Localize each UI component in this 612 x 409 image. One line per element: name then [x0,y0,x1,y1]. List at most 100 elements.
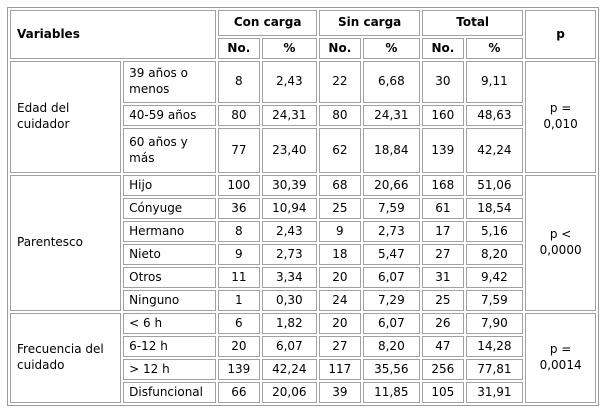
value-cell: 7,59 [362,198,421,219]
value-cell: 80 [218,105,260,126]
con-carga-header: Con carga [218,10,318,36]
table-row: Ninguno 1 0,30 24 7,29 25 7,59 [10,290,596,311]
value-cell: 9 [218,244,260,265]
value-cell: 24,31 [261,105,318,126]
header-row-1: Variables Con carga Sin carga Total p [10,10,596,59]
value-cell: 31,91 [465,382,524,403]
table-row: Parentesco Hijo 100 30,39 68 20,66 168 5… [10,175,596,311]
value-cell: 139 [422,128,464,173]
category-cell: Hermano [123,221,217,242]
category-cell: 40-59 años [123,105,217,126]
value-cell: 6,68 [362,61,421,103]
table-row: 6-12 h 20 6,07 27 8,20 47 14,28 [10,336,596,357]
sin-carga-header: Sin carga [319,10,421,36]
value-cell: 77 [218,128,260,173]
total-header: Total [422,10,524,36]
value-cell: 24,31 [362,105,421,126]
value-cell: 7,59 [465,290,524,311]
value-cell: 8 [218,221,260,242]
value-cell: 8 [218,61,260,103]
value-cell: 7,29 [362,290,421,311]
table-row: Hermano 8 2,43 9 2,73 17 5,16 [10,221,596,242]
value-cell: 22 [319,61,361,103]
p-value-cell: p = 0,0014 [525,313,596,403]
no-subheader: No. [422,38,464,59]
value-cell: 8,20 [362,336,421,357]
value-cell: 139 [218,359,260,380]
value-cell: 25 [319,198,361,219]
no-subheader: No. [218,38,260,59]
value-cell: 9 [319,221,361,242]
value-cell: 18,54 [465,198,524,219]
value-cell: 117 [319,359,361,380]
value-cell: 20 [218,336,260,357]
value-cell: 26 [422,313,464,334]
value-cell: 1,82 [261,313,318,334]
p-value-cell: p = 0,010 [525,61,596,173]
value-cell: 2,73 [261,244,318,265]
category-cell: 39 años o menos [123,61,217,103]
statistics-table: Variables Con carga Sin carga Total p No… [7,7,599,406]
value-cell: 61 [422,198,464,219]
value-cell: 42,24 [465,128,524,173]
header-row-2: No. % No. % No. % [10,38,596,59]
value-cell: 42,24 [261,359,318,380]
p-header: p [525,10,596,59]
table-row: Disfuncional 66 20,06 39 11,85 105 31,91 [10,382,596,403]
no-subheader: No. [319,38,361,59]
value-cell: 20,06 [261,382,318,403]
percent-subheader: % [362,38,421,59]
p-value-line: p < [549,227,572,242]
table-row: Frecuencia del cuidado < 6 h 6 1,82 20 6… [10,313,596,403]
table-row: 60 años y más 77 23,40 62 18,84 139 42,2… [10,128,596,173]
table-row: Cónyuge 36 10,94 25 7,59 61 18,54 [10,198,596,219]
value-cell: 66 [218,382,260,403]
table-row: > 12 h 139 42,24 117 35,56 256 77,81 [10,359,596,380]
value-cell: 8,20 [465,244,524,265]
value-cell: 9,42 [465,267,524,288]
value-cell: 6,07 [362,267,421,288]
value-cell: 30 [422,61,464,103]
value-cell: 35,56 [362,359,421,380]
value-cell: 68 [319,175,361,196]
percent-subheader: % [261,38,318,59]
value-cell: 18,84 [362,128,421,173]
value-cell: 62 [319,128,361,173]
value-cell: 1 [218,290,260,311]
category-cell: < 6 h [123,313,217,334]
p-value-line: 0,010 [543,117,578,131]
category-cell: Otros [123,267,217,288]
value-cell: 6,07 [261,336,318,357]
value-cell: 23,40 [261,128,318,173]
value-cell: 9,11 [465,61,524,103]
table-row: Nieto 9 2,73 18 5,47 27 8,20 [10,244,596,265]
value-cell: 47 [422,336,464,357]
value-cell: 2,43 [261,61,318,103]
value-cell: 2,73 [362,221,421,242]
value-cell: 27 [319,336,361,357]
value-cell: 18 [319,244,361,265]
value-cell: 0,30 [261,290,318,311]
p-value-line: p = [549,342,572,357]
category-cell: Ninguno [123,290,217,311]
table-row: Otros 11 3,34 20 6,07 31 9,42 [10,267,596,288]
category-cell: > 12 h [123,359,217,380]
value-cell: 10,94 [261,198,318,219]
value-cell: 160 [422,105,464,126]
value-cell: 48,63 [465,105,524,126]
value-cell: 5,16 [465,221,524,242]
category-cell: 60 años y más [123,128,217,173]
value-cell: 17 [422,221,464,242]
value-cell: 25 [422,290,464,311]
value-cell: 24 [319,290,361,311]
value-cell: 39 [319,382,361,403]
value-cell: 14,28 [465,336,524,357]
value-cell: 256 [422,359,464,380]
category-cell: 6-12 h [123,336,217,357]
category-cell: Cónyuge [123,198,217,219]
value-cell: 51,06 [465,175,524,196]
value-cell: 6,07 [362,313,421,334]
value-cell: 31 [422,267,464,288]
group-label-cell: Edad del cuidador [10,61,122,173]
value-cell: 105 [422,382,464,403]
